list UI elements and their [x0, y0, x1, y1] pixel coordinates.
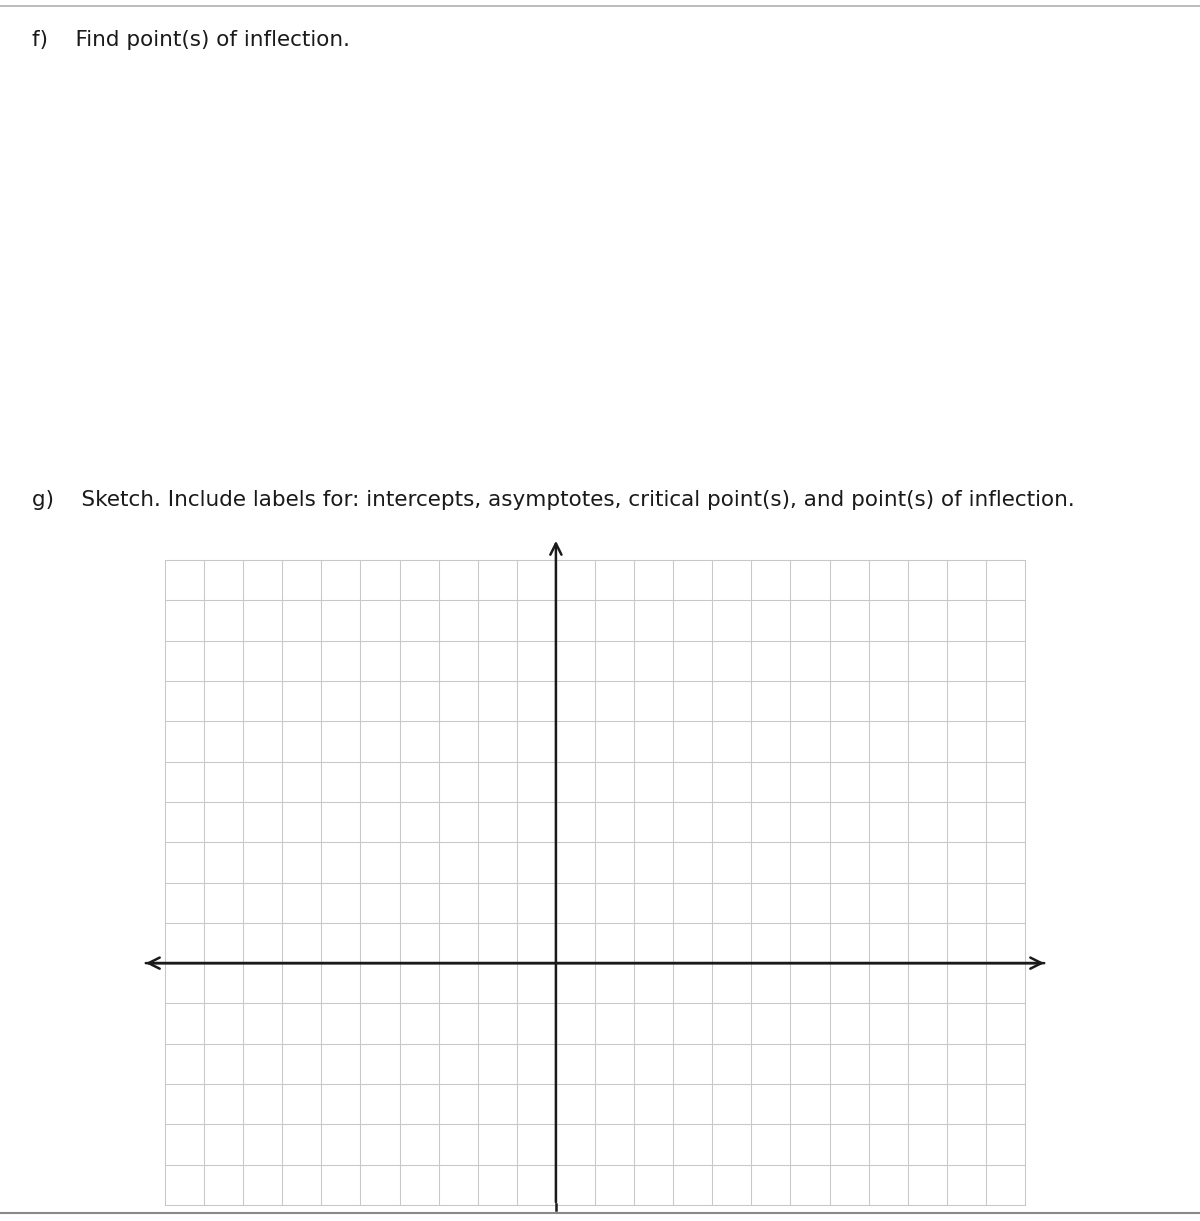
Text: f)    Find point(s) of inflection.: f) Find point(s) of inflection. [32, 31, 350, 50]
Text: g)    Sketch. Include labels for: intercepts, asymptotes, critical point(s), and: g) Sketch. Include labels for: intercept… [32, 490, 1075, 510]
